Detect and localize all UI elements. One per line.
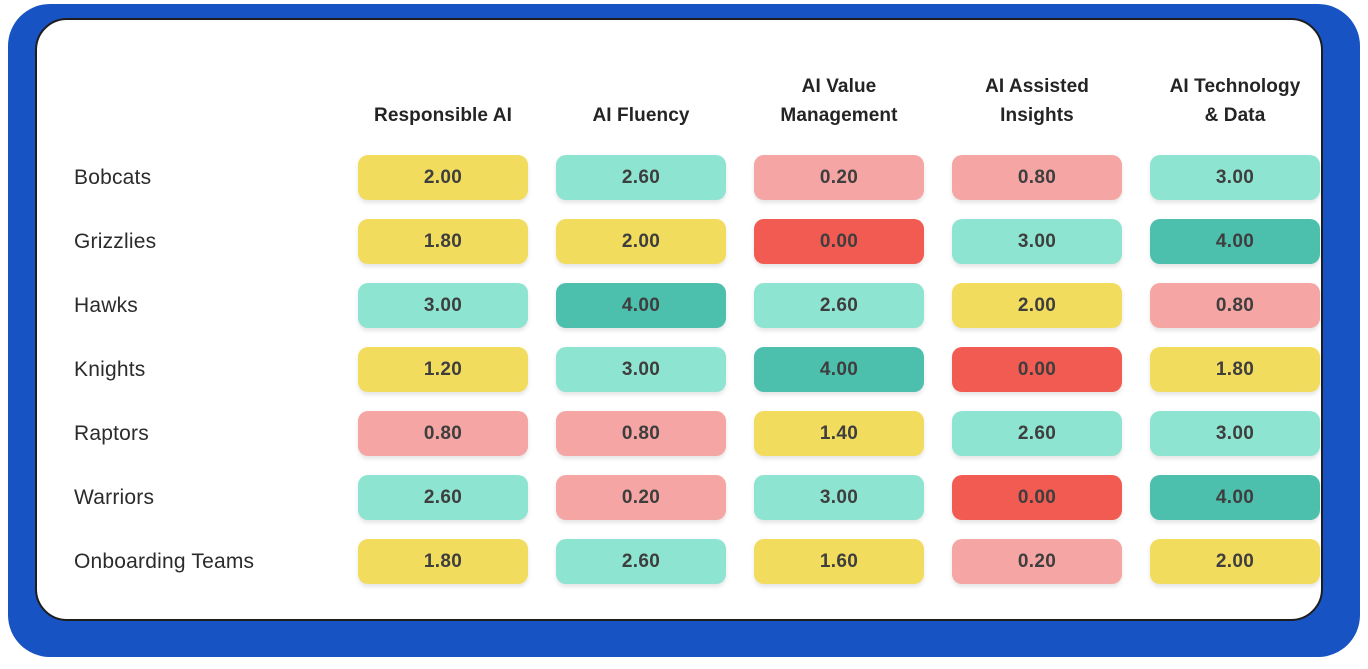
heatmap-cell: 1.80 bbox=[358, 219, 528, 264]
heatmap-cell: 2.00 bbox=[556, 219, 726, 264]
row-label-knights: Knights bbox=[74, 357, 146, 381]
column-header-ai-assisted-insights: AI Assisted Insights bbox=[952, 48, 1122, 136]
heatmap-cell: 1.80 bbox=[358, 539, 528, 584]
column-header-line: Management bbox=[780, 104, 898, 126]
row-label-raptors: Raptors bbox=[74, 421, 149, 445]
heatmap-cell: 1.80 bbox=[1150, 347, 1320, 392]
column-header-ai-fluency: AI Fluency bbox=[556, 48, 726, 136]
heatmap-cell: 0.00 bbox=[754, 219, 924, 264]
heatmap-cell: 0.00 bbox=[952, 347, 1122, 392]
row-label-onboarding-teams: Onboarding Teams bbox=[74, 549, 255, 573]
heatmap-cell: 1.40 bbox=[754, 411, 924, 456]
heatmap-cell: 3.00 bbox=[1150, 411, 1320, 456]
column-header-line: Insights bbox=[1000, 104, 1074, 126]
heatmap-cell: 0.80 bbox=[952, 155, 1122, 200]
heatmap-cell: 0.20 bbox=[556, 475, 726, 520]
heatmap-cell: 3.00 bbox=[754, 475, 924, 520]
blue-frame: Responsible AI AI Fluency AI Value Manageme… bbox=[8, 4, 1360, 657]
heatmap-cell: 0.20 bbox=[952, 539, 1122, 584]
heatmap-cell: 3.00 bbox=[952, 219, 1122, 264]
column-header-line: AI Fluency bbox=[592, 104, 690, 126]
row-label-hawks: Hawks bbox=[74, 293, 139, 317]
column-header-line: AI Technology bbox=[1169, 76, 1301, 97]
heatmap-cell: 2.00 bbox=[1150, 539, 1320, 584]
heatmap-cell: 4.00 bbox=[754, 347, 924, 392]
column-header-line: AI Value bbox=[801, 76, 877, 97]
heatmap-cell: 0.00 bbox=[952, 475, 1122, 520]
heatmap-cell: 2.60 bbox=[556, 539, 726, 584]
column-header-line: Responsible AI bbox=[374, 104, 512, 126]
heatmap-cell: 1.60 bbox=[754, 539, 924, 584]
heatmap-cell: 4.00 bbox=[1150, 475, 1320, 520]
heatmap-cell: 0.80 bbox=[556, 411, 726, 456]
heatmap-card: Responsible AI AI Fluency AI Value Manageme… bbox=[35, 18, 1323, 621]
heatmap-cell: 2.00 bbox=[952, 283, 1122, 328]
heatmap-cell: 0.80 bbox=[1150, 283, 1320, 328]
heatmap-cell: 2.00 bbox=[358, 155, 528, 200]
heatmap-cell: 3.00 bbox=[1150, 155, 1320, 200]
column-header-line: AI Assisted bbox=[985, 76, 1089, 97]
heatmap-cell: 2.60 bbox=[358, 475, 528, 520]
column-header-line: & Data bbox=[1204, 104, 1266, 126]
heatmap-cell: 2.60 bbox=[754, 283, 924, 328]
row-label-grizzlies: Grizzlies bbox=[74, 229, 157, 253]
column-header-responsible-ai: Responsible AI bbox=[358, 48, 528, 136]
heatmap-cell: 2.60 bbox=[952, 411, 1122, 456]
corner-spacer bbox=[74, 48, 330, 136]
heatmap-cell: 0.20 bbox=[754, 155, 924, 200]
column-header-ai-value-management: AI Value Management bbox=[754, 48, 924, 136]
heatmap-grid: Responsible AI AI Fluency AI Value Manageme… bbox=[74, 48, 1320, 584]
row-label-bobcats: Bobcats bbox=[74, 165, 152, 189]
heatmap-cell: 1.20 bbox=[358, 347, 528, 392]
row-label-warriors: Warriors bbox=[74, 485, 155, 509]
heatmap-cell: 0.80 bbox=[358, 411, 528, 456]
column-header-ai-technology-data: AI Technology & Data bbox=[1150, 48, 1320, 136]
heatmap-cell: 4.00 bbox=[1150, 219, 1320, 264]
heatmap-cell: 2.60 bbox=[556, 155, 726, 200]
heatmap-cell: 3.00 bbox=[556, 347, 726, 392]
heatmap-cell: 3.00 bbox=[358, 283, 528, 328]
heatmap-cell: 4.00 bbox=[556, 283, 726, 328]
